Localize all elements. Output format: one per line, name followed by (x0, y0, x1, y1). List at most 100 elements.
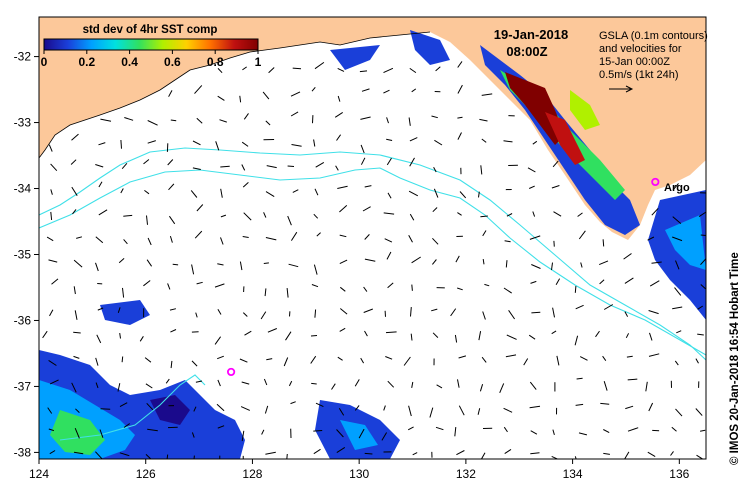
velocity-arrow (214, 283, 225, 288)
colorbar: std dev of 4hr SST comp 0 0.2 0.4 0.6 0.8 1 (41, 24, 262, 69)
x-tick-label: 136 (669, 467, 689, 481)
velocity-arrow (264, 405, 269, 414)
velocity-arrow (147, 140, 156, 144)
velocity-arrow (285, 331, 292, 341)
velocity-arrow (123, 423, 130, 428)
x-tick-label: 128 (242, 467, 262, 481)
velocity-arrow (506, 334, 517, 340)
velocity-arrow (124, 117, 134, 121)
velocity-arrow (383, 89, 390, 94)
velocity-arrow (291, 144, 302, 147)
velocity-arrow (360, 144, 365, 154)
velocity-arrow (313, 430, 323, 432)
velocity-arrow (260, 311, 267, 320)
velocity-arrow (578, 432, 588, 436)
colorbar-title: std dev of 4hr SST comp (83, 24, 218, 36)
velocity-arrow (484, 283, 490, 287)
velocity-arrow (627, 427, 639, 432)
map-frame (38, 16, 707, 460)
velocity-arrow (480, 215, 488, 218)
velocity-arrow (603, 452, 610, 455)
velocity-arrow (551, 330, 557, 335)
velocity-arrow (48, 144, 53, 152)
velocity-arrow (288, 380, 293, 387)
velocity-arrow (339, 327, 346, 332)
velocity-arrow (381, 432, 388, 441)
velocity-arrow (481, 138, 487, 143)
velocity-arrow (386, 251, 392, 260)
velocity-arrow (339, 286, 346, 292)
velocity-arrow (339, 308, 348, 315)
colorbar-tick-label: 0.4 (121, 55, 138, 69)
velocity-arrow (553, 211, 562, 217)
velocity-arrow (481, 356, 487, 363)
velocity-arrow (477, 408, 481, 415)
velocity-arrow (191, 432, 195, 438)
velocity-arrow (192, 140, 201, 146)
velocity-arrow (119, 402, 128, 408)
velocity-arrow (625, 405, 634, 410)
velocity-arrow (287, 165, 295, 167)
velocity-arrow (119, 452, 130, 457)
velocity-arrow (503, 140, 513, 143)
velocity-arrow (409, 137, 418, 142)
velocity-arrow (574, 335, 579, 346)
legend-line-1: GSLA (0.1m contours) (599, 30, 708, 42)
velocity-arrow (48, 259, 58, 263)
velocity-arrow (386, 117, 389, 124)
velocity-arrow (556, 355, 560, 366)
velocity-arrow (241, 381, 250, 385)
velocity-arrow (315, 402, 324, 408)
velocity-arrow (552, 160, 559, 168)
velocity-arrow (336, 134, 342, 141)
velocity-arrow (172, 263, 179, 266)
velocity-arrow (363, 308, 373, 313)
velocity-arrow (313, 213, 319, 219)
velocity-arrow (648, 402, 654, 412)
velocity-arrow (409, 157, 415, 167)
velocity-arrow (531, 264, 541, 269)
velocity-arrow (117, 383, 121, 392)
velocity-arrow (432, 259, 437, 265)
velocity-arrow (335, 165, 339, 171)
velocity-arrow (147, 237, 152, 246)
velocity-arrow (506, 213, 513, 217)
velocity-arrow (450, 308, 457, 317)
velocity-arrow (123, 214, 133, 217)
velocity-arrow (262, 91, 270, 100)
velocity-arrow (408, 190, 419, 197)
velocity-arrow (240, 406, 251, 411)
velocity-arrow (42, 330, 48, 339)
velocity-arrow (122, 287, 125, 298)
velocity-arrow (336, 429, 344, 438)
velocity-arrow (503, 426, 508, 433)
velocity-arrow (383, 67, 394, 74)
velocity-arrow (454, 427, 457, 437)
velocity-arrow (144, 189, 150, 195)
velocity-arrow (50, 163, 58, 172)
velocity-arrow (310, 335, 318, 337)
y-tick-label: -34 (14, 182, 32, 196)
velocity-arrow (100, 118, 112, 122)
velocity-arrow (580, 262, 583, 268)
velocity-arrow (675, 408, 683, 417)
velocity-arrow (264, 288, 267, 297)
velocity-arrow (292, 67, 302, 70)
velocity-arrow (695, 358, 699, 364)
map-date: 19-Jan-2018 (494, 27, 568, 42)
velocity-arrow (167, 159, 174, 166)
velocity-arrow (700, 284, 706, 290)
y-axis: -32 -33 -34 -35 -36 -37 -38 (14, 50, 39, 459)
velocity-arrow (194, 85, 203, 94)
velocity-arrow (196, 117, 203, 124)
velocity-arrow (672, 306, 683, 310)
velocity-arrow (700, 429, 706, 432)
velocity-arrow (651, 261, 662, 264)
velocity-arrow (73, 451, 84, 455)
colorbar-tick-label: 0 (41, 55, 48, 69)
velocity-arrow (144, 357, 152, 363)
velocity-arrow (603, 381, 608, 391)
velocity-arrow (50, 211, 53, 221)
velocity-arrow (457, 116, 463, 119)
velocity-arrow (403, 356, 411, 366)
